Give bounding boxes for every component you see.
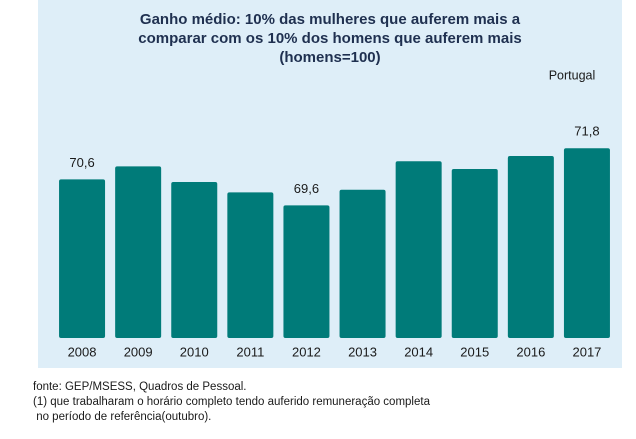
- value-label: 69,6: [294, 181, 319, 196]
- x-tick-label: 2013: [348, 344, 377, 359]
- chart-title: (homens=100): [279, 49, 380, 66]
- bar: [563, 148, 610, 338]
- bar: [339, 189, 386, 338]
- bar: [115, 166, 162, 338]
- x-tick-label: 2009: [124, 344, 153, 359]
- x-tick-label: 2016: [516, 344, 545, 359]
- x-tick-label: 2012: [292, 344, 321, 359]
- x-tick-label: 2010: [180, 344, 209, 359]
- note: (1) que trabalharam o horário completo t…: [33, 396, 431, 408]
- x-tick-label: 2011: [236, 344, 264, 359]
- x-tick-label: 2014: [404, 344, 433, 359]
- bar: [59, 179, 106, 338]
- note: fonte: GEP/MSESS, Quadros de Pessoal.: [33, 381, 247, 393]
- bar: [507, 156, 554, 338]
- x-tick-label: 2008: [68, 344, 97, 359]
- bar: [395, 161, 442, 338]
- chart-title: comparar com os 10% dos homens que aufer…: [138, 30, 521, 47]
- bar: [283, 205, 330, 338]
- bar: [227, 192, 274, 338]
- bar: [451, 169, 498, 338]
- chart-title: Ganho médio: 10% das mulheres que aufere…: [140, 11, 521, 28]
- chart-subtitle: Portugal: [549, 68, 596, 82]
- x-tick-label: 2015: [460, 344, 489, 359]
- value-label: 71,8: [574, 124, 599, 139]
- x-tick-label: 2017: [572, 344, 601, 359]
- value-label: 70,6: [69, 155, 94, 170]
- note: no período de referência(outubro).: [33, 411, 211, 423]
- bar: [171, 182, 218, 338]
